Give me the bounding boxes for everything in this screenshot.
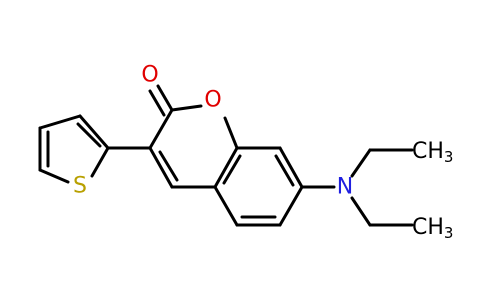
atom-label: CH3 xyxy=(412,139,453,167)
bonds xyxy=(38,84,414,227)
atom-label: N xyxy=(337,175,353,200)
atom-text: CH xyxy=(412,139,444,164)
atom-label: O xyxy=(204,88,221,113)
atom-label: O xyxy=(141,63,158,88)
atom-label: CH3 xyxy=(412,215,453,243)
atom-label: S xyxy=(73,174,87,199)
atom-subscript: 3 xyxy=(444,224,454,242)
atom-text: CH xyxy=(412,215,444,240)
atom-subscript: 3 xyxy=(444,148,454,166)
